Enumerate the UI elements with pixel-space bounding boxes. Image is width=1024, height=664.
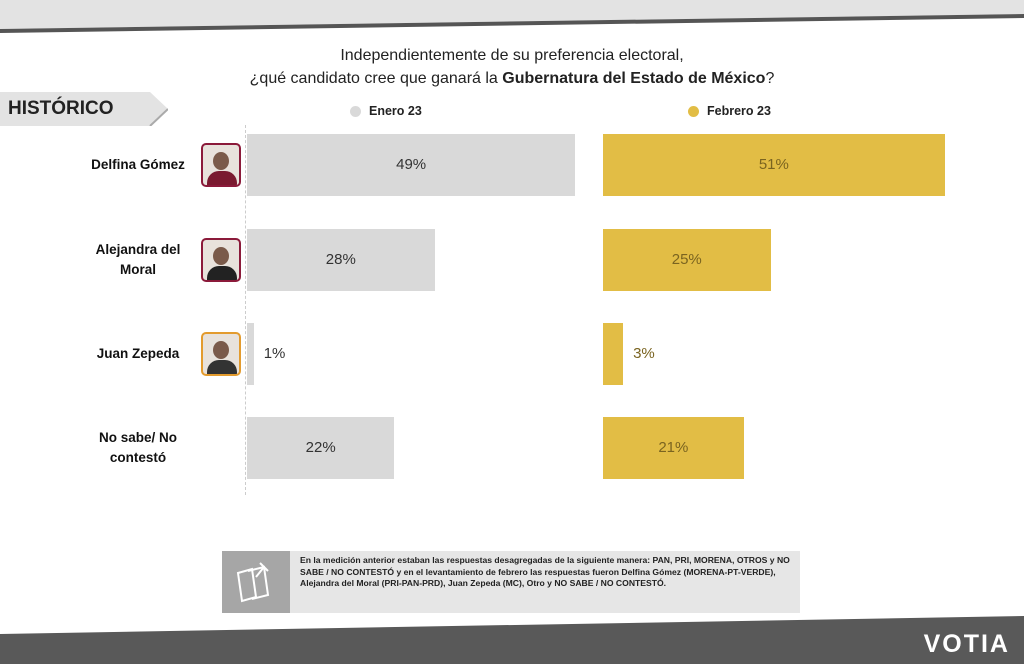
bar — [603, 323, 624, 385]
legend-label: Enero 23 — [369, 104, 422, 118]
data-label: 1% — [263, 345, 286, 362]
category-label: Delfina Gómez — [91, 157, 185, 172]
data-label: 51% — [758, 156, 789, 173]
logo-text: VOTIA — [923, 630, 1010, 658]
legend-swatch — [350, 105, 361, 117]
bar — [603, 134, 945, 196]
votia-logo: VOTIA — [924, 630, 1010, 659]
candidate-photo — [201, 238, 241, 282]
legend-swatch — [688, 105, 699, 117]
note-text: En la medición anterior estaban las resp… — [300, 555, 790, 588]
section-tag: HISTÓRICO — [0, 92, 169, 127]
bar — [247, 134, 576, 196]
title-prefix: ¿qué candidato cree que ganará la — [249, 70, 503, 87]
data-label: 25% — [671, 251, 702, 268]
pinned-note-icon — [222, 551, 290, 613]
category-label: Alejandra del Moral — [95, 242, 181, 277]
bar — [247, 417, 395, 479]
top-banner — [0, 0, 1024, 33]
note-box: En la medición anterior estaban las resp… — [222, 551, 800, 613]
bar — [603, 229, 771, 291]
data-label: 21% — [658, 439, 689, 456]
title-bold: Gubernatura del Estado de México — [502, 70, 766, 87]
candidate-photo — [201, 332, 241, 376]
chart-title: Independientemente de su preferencia ele… — [0, 44, 1024, 90]
bar — [247, 323, 254, 385]
category-label: No sabe/ No contestó — [98, 430, 177, 465]
legend-label: Febrero 23 — [707, 104, 771, 118]
data-label: 22% — [305, 439, 336, 456]
data-label: 49% — [396, 156, 427, 173]
legend-febrero: Febrero 23 — [688, 104, 771, 118]
legend-enero: Enero 23 — [350, 104, 422, 118]
title-suffix: ? — [765, 70, 775, 87]
footer-band — [0, 616, 1024, 664]
bar — [603, 417, 744, 479]
category-label: Juan Zepeda — [96, 346, 180, 361]
data-label: 3% — [633, 345, 655, 362]
candidate-photo — [201, 143, 241, 187]
title-line-1: Independientemente de su preferencia ele… — [340, 47, 684, 64]
title-line-2: ¿qué candidato cree que ganará la Gubern… — [0, 67, 1024, 90]
bar — [247, 229, 435, 291]
data-label: 28% — [325, 251, 356, 268]
section-tag-label: HISTÓRICO — [8, 98, 114, 119]
axis-line — [245, 125, 247, 495]
